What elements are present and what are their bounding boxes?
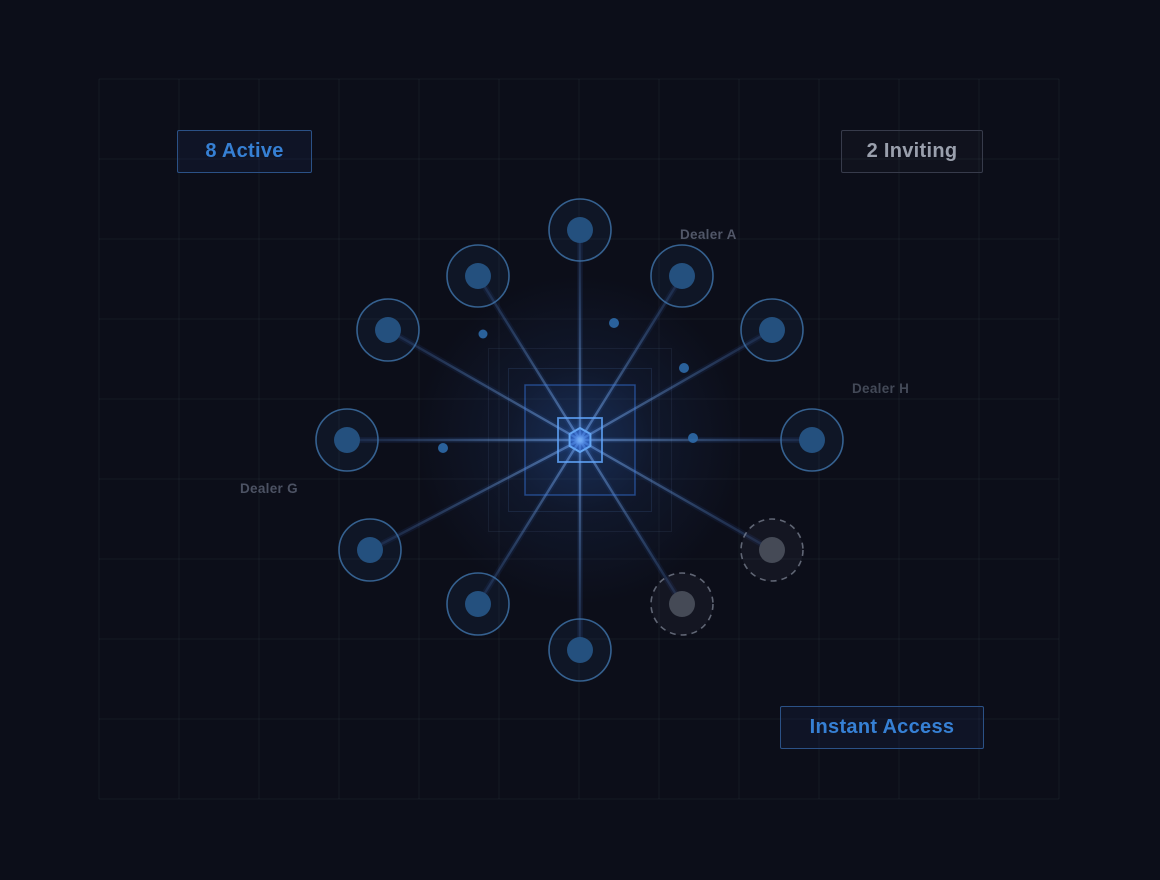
- dealer-node-active[interactable]: [315, 408, 379, 472]
- node-inner-dot: [334, 427, 360, 453]
- connection-links: [347, 230, 812, 650]
- packet-dot: [688, 433, 698, 443]
- node-inner-dot: [799, 427, 825, 453]
- dealer-node-active[interactable]: [740, 298, 804, 362]
- hub-square: [508, 368, 652, 512]
- node-inner-dot: [669, 263, 695, 289]
- packet-dot: [438, 443, 448, 453]
- dealer-node-inviting[interactable]: [650, 572, 714, 636]
- node-inner-dot: [567, 217, 593, 243]
- packet-dot: [609, 318, 619, 328]
- connection-line: [578, 439, 684, 605]
- node-inner-dot: [759, 317, 785, 343]
- node-inner-dot: [375, 317, 401, 343]
- active-count-badge[interactable]: 8 Active: [177, 130, 312, 173]
- dealer-node-active[interactable]: [356, 298, 420, 362]
- dealer-node-active[interactable]: [780, 408, 844, 472]
- connection-line: [578, 275, 684, 441]
- dealer-node-active[interactable]: [338, 518, 402, 582]
- connection-line: [387, 328, 581, 442]
- node-inner-dot: [465, 591, 491, 617]
- node-inner-dot: [567, 637, 593, 663]
- instant-access-badge[interactable]: Instant Access: [780, 706, 984, 749]
- node-inner-dot: [465, 263, 491, 289]
- connection-line: [476, 439, 582, 605]
- dealer-node-active[interactable]: [446, 244, 510, 308]
- hub-square: [488, 348, 672, 532]
- dealer-node-active[interactable]: [650, 244, 714, 308]
- hub-node[interactable]: [568, 427, 592, 453]
- dealer-node-active[interactable]: [446, 572, 510, 636]
- node-inner-dot: [357, 537, 383, 563]
- dealer-node-inviting[interactable]: [740, 518, 804, 582]
- connection-line: [579, 328, 773, 442]
- packet-dot: [478, 329, 488, 339]
- packet-dot: [679, 363, 689, 373]
- dealer-node-active[interactable]: [548, 198, 612, 262]
- hub-center-dot: [576, 436, 584, 444]
- connection-line: [579, 438, 773, 552]
- connection-line: [369, 438, 581, 552]
- connection-line: [476, 275, 582, 441]
- inviting-count-badge[interactable]: 2 Inviting: [841, 130, 983, 173]
- node-inner-dot: [759, 537, 785, 563]
- node-inner-dot: [669, 591, 695, 617]
- dealer-node-active[interactable]: [548, 618, 612, 682]
